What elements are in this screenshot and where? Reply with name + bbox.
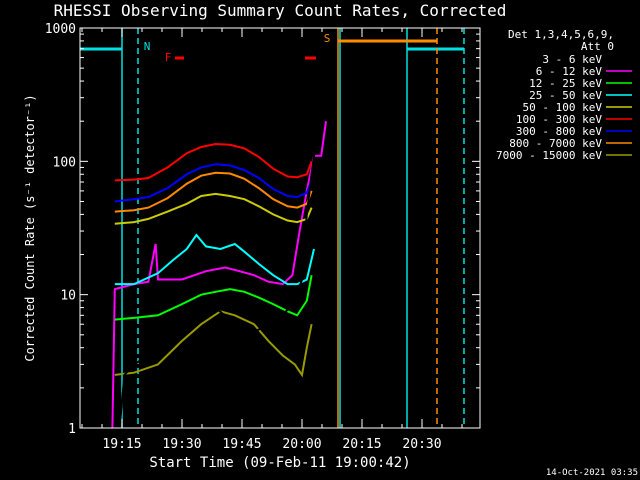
legend-label: 300 - 800 keV [516, 125, 602, 138]
x-tick-label: 20:15 [342, 437, 381, 452]
legend-header: Att 0 [581, 40, 614, 53]
marker-label-f: F [165, 51, 172, 64]
series-group [111, 121, 327, 429]
x-tick-label: 19:15 [102, 437, 141, 452]
x-axis: 19:15 19:30 19:45 20:00 20:15 20:30 [81, 28, 463, 452]
y-tick-label: 10 [60, 289, 76, 304]
legend-label: 3 - 6 keV [542, 53, 602, 66]
y-axis-label: Corrected Count Rate (s⁻¹ detector⁻¹) [23, 94, 37, 361]
x-tick-label: 20:00 [282, 437, 321, 452]
series-line [114, 142, 313, 182]
x-tick-label: 20:30 [402, 437, 441, 452]
legend-label: 100 - 300 keV [516, 113, 602, 126]
series-line [114, 171, 313, 213]
marker-label-s: S [324, 32, 331, 45]
legend-label: 800 - 7000 keV [509, 137, 602, 150]
legend-label: 6 - 12 keV [536, 65, 603, 78]
series-line [114, 275, 313, 321]
timestamp: 14-Oct-2021 03:35 [546, 468, 638, 478]
x-tick-label: 19:45 [222, 437, 261, 452]
y-tick-label: 1 [68, 422, 76, 437]
legend-label: 12 - 25 keV [529, 77, 602, 90]
x-tick-label: 19:30 [162, 437, 201, 452]
plot-frame [79, 27, 481, 429]
series-line [114, 233, 315, 286]
chart-title: RHESSI Observing Summary Count Rates, Co… [54, 1, 507, 20]
x-axis-label: Start Time (09-Feb-11 19:00:42) [149, 455, 410, 471]
legend-label: 25 - 50 keV [529, 89, 602, 102]
legend-label: 50 - 100 keV [523, 101, 603, 114]
series-line [118, 137, 318, 429]
legend-header: Det 1,3,4,5,6,9, [508, 28, 614, 41]
series-line [114, 310, 313, 378]
series-line [114, 192, 313, 225]
y-axis: 1 10 100 1000 [45, 22, 480, 437]
marker-label-n: N [144, 40, 151, 53]
y-tick-label: 100 [53, 155, 76, 170]
series-line [114, 163, 313, 203]
y-tick-label: 1000 [45, 22, 76, 37]
legend-label: 7000 - 15000 keV [496, 149, 602, 162]
